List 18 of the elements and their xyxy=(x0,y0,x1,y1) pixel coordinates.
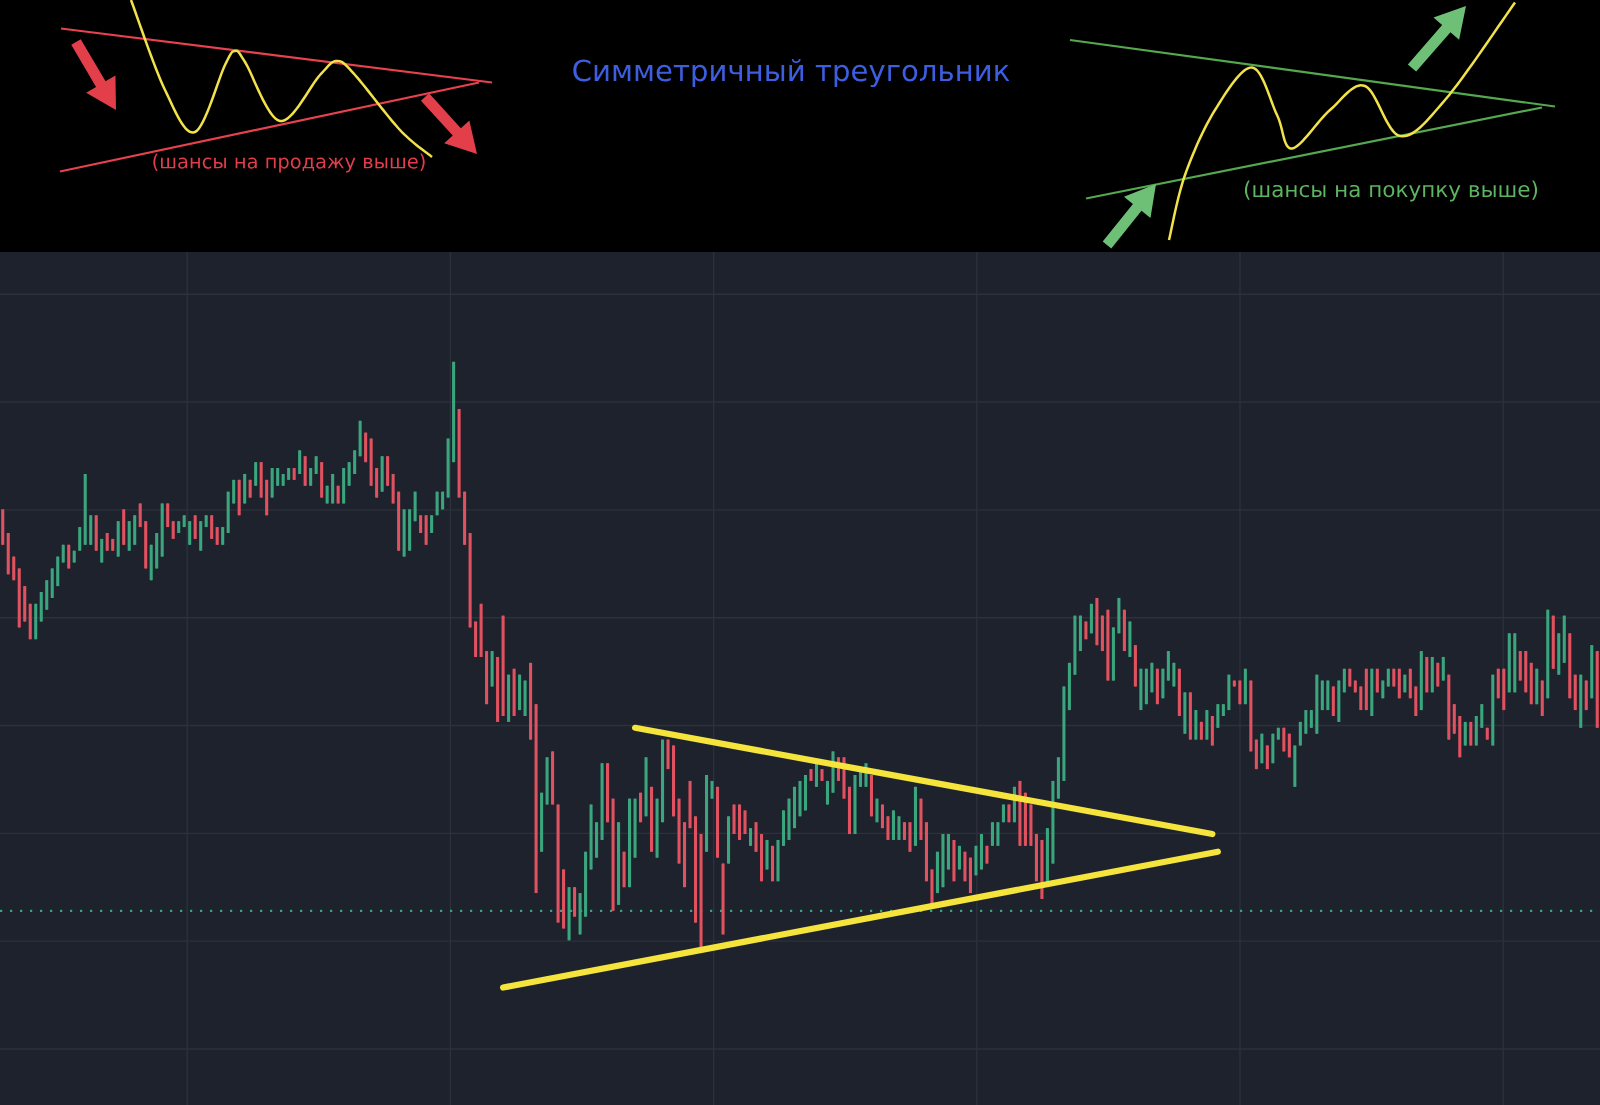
candlestick xyxy=(347,461,351,487)
candlestick xyxy=(353,449,357,475)
candlestick xyxy=(1216,703,1220,729)
candlestick xyxy=(996,821,1000,847)
candlestick xyxy=(78,526,82,552)
candlestick xyxy=(886,815,890,841)
text: (шансы на продажу выше) xyxy=(153,153,425,173)
candlestick xyxy=(254,461,258,487)
candlestick xyxy=(298,449,302,475)
candlestick xyxy=(188,520,192,546)
candlestick xyxy=(210,514,214,540)
candlestick xyxy=(1480,703,1484,729)
candlestick xyxy=(990,821,994,847)
chart-title: Симметричный треугольник xyxy=(573,59,1010,88)
candlestick xyxy=(897,815,901,841)
text: (шансы на покупку выше) xyxy=(1244,180,1538,202)
candlestick xyxy=(1304,709,1308,735)
candlestick xyxy=(193,514,197,540)
